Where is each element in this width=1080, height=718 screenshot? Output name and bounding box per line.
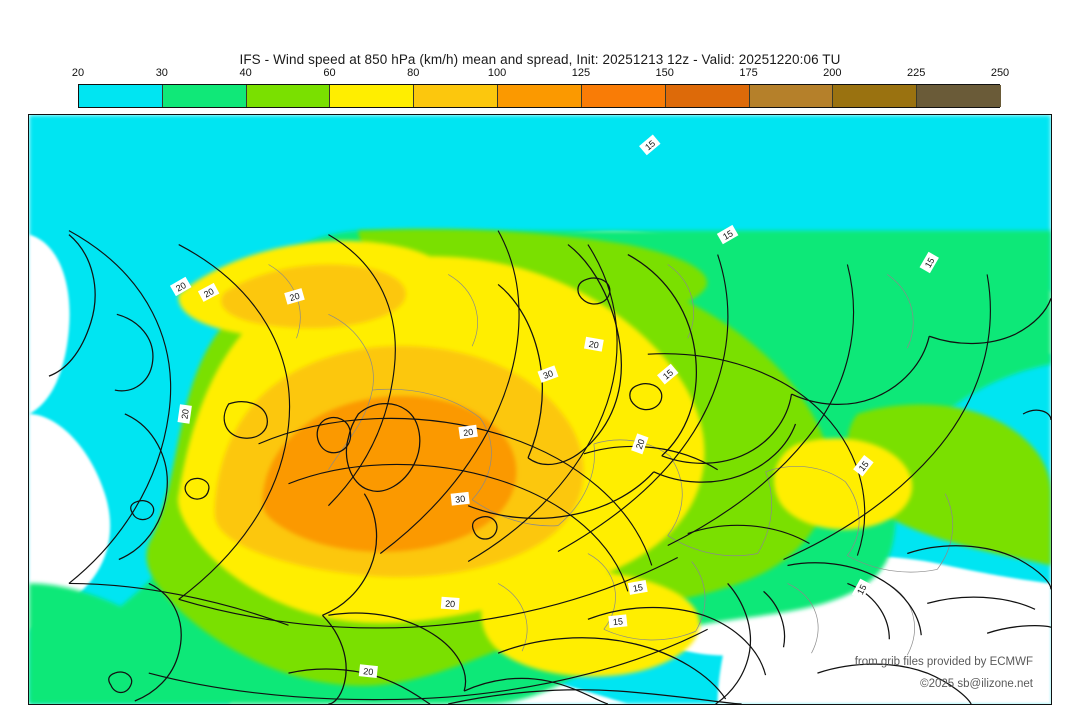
filled-contours [29,115,1051,704]
colorbar-segments [78,84,1001,108]
map-canvas[interactable]: 20 30 20 15 [28,114,1052,705]
colorbar-tick-80: 80 [407,67,420,79]
svg-text:15: 15 [661,367,675,381]
page-title: IFS - Wind speed at 850 hPa (km/h) mean … [239,52,841,67]
band-40-60-ne [847,404,1051,566]
colorbar-tick-225: 225 [906,67,926,79]
colorbar-tick-20: 20 [71,67,85,79]
country-borders [268,264,954,656]
colorbar-segment-125-150 [581,85,666,107]
colorbar-tick-100: 100 [487,67,507,79]
contour-labels: 20 30 20 15 [169,134,939,678]
coastlines [48,234,1051,704]
svg-text:30: 30 [542,368,555,381]
colorbar-tick-labels: 20 30 40 60 80 100 125 150 175 200 225 250 [72,66,1009,82]
colorbar-tick-40: 40 [239,67,252,79]
svg-text:15: 15 [612,616,623,627]
map-svg: 20 30 20 15 [29,115,1051,704]
svg-text:30: 30 [455,494,466,505]
colorbar-segment-175-200 [749,85,834,107]
colorbar-segment-40-60 [246,85,331,107]
spread-contours [68,230,991,701]
svg-text:20: 20 [202,286,216,300]
svg-text:20: 20 [463,427,474,438]
colorbar-segment-200-225 [833,85,918,107]
colorbar-tick-125: 125 [571,67,591,79]
svg-text:15: 15 [857,459,871,473]
colorbar-segment-30-40 [162,85,247,107]
colorbar: 20 30 40 60 80 100 125 150 175 200 225 250 [72,67,1009,108]
band-40-60-n [358,229,708,312]
map-linework: 20 30 20 15 [48,134,1051,704]
svg-text:15: 15 [643,138,657,152]
colorbar-segment-100-125 [498,85,582,107]
svg-text:20: 20 [588,339,600,351]
band-60-80-se [481,571,700,677]
colorbar-segment-20-30 [79,85,163,107]
svg-text:20: 20 [363,666,374,677]
colorbar-tick-30: 30 [155,67,168,79]
svg-text:15: 15 [721,228,735,242]
colorbar-tick-200: 200 [823,67,842,79]
svg-text:20: 20 [445,598,456,609]
svg-text:15: 15 [923,256,937,270]
svg-text:15: 15 [632,582,644,594]
svg-text:20: 20 [634,438,647,451]
svg-text:20: 20 [180,408,191,419]
band-30-40-south [29,583,279,704]
colorbar-segment-150-175 [665,85,750,107]
band-100-125 [262,396,517,552]
copyright-credit: ©2025 sb@ilizone.net [920,678,1033,690]
svg-text:20: 20 [288,291,300,303]
svg-text:15: 15 [855,583,869,597]
data-source-credit: from grib files provided by ECMWF [854,656,1033,668]
colorbar-tick-175: 175 [739,67,758,79]
colorbar-segment-60-80 [330,85,415,107]
band-80-100-n [221,264,406,329]
colorbar-tick-150: 150 [655,67,674,79]
colorbar-segment-225-250 [917,85,1001,107]
svg-text:20: 20 [174,280,188,294]
band-60-80-e [773,438,913,530]
colorbar-tick-60: 60 [323,67,336,79]
colorbar-tick-250: 250 [990,67,1010,79]
colorbar-segment-80-100 [414,85,499,107]
